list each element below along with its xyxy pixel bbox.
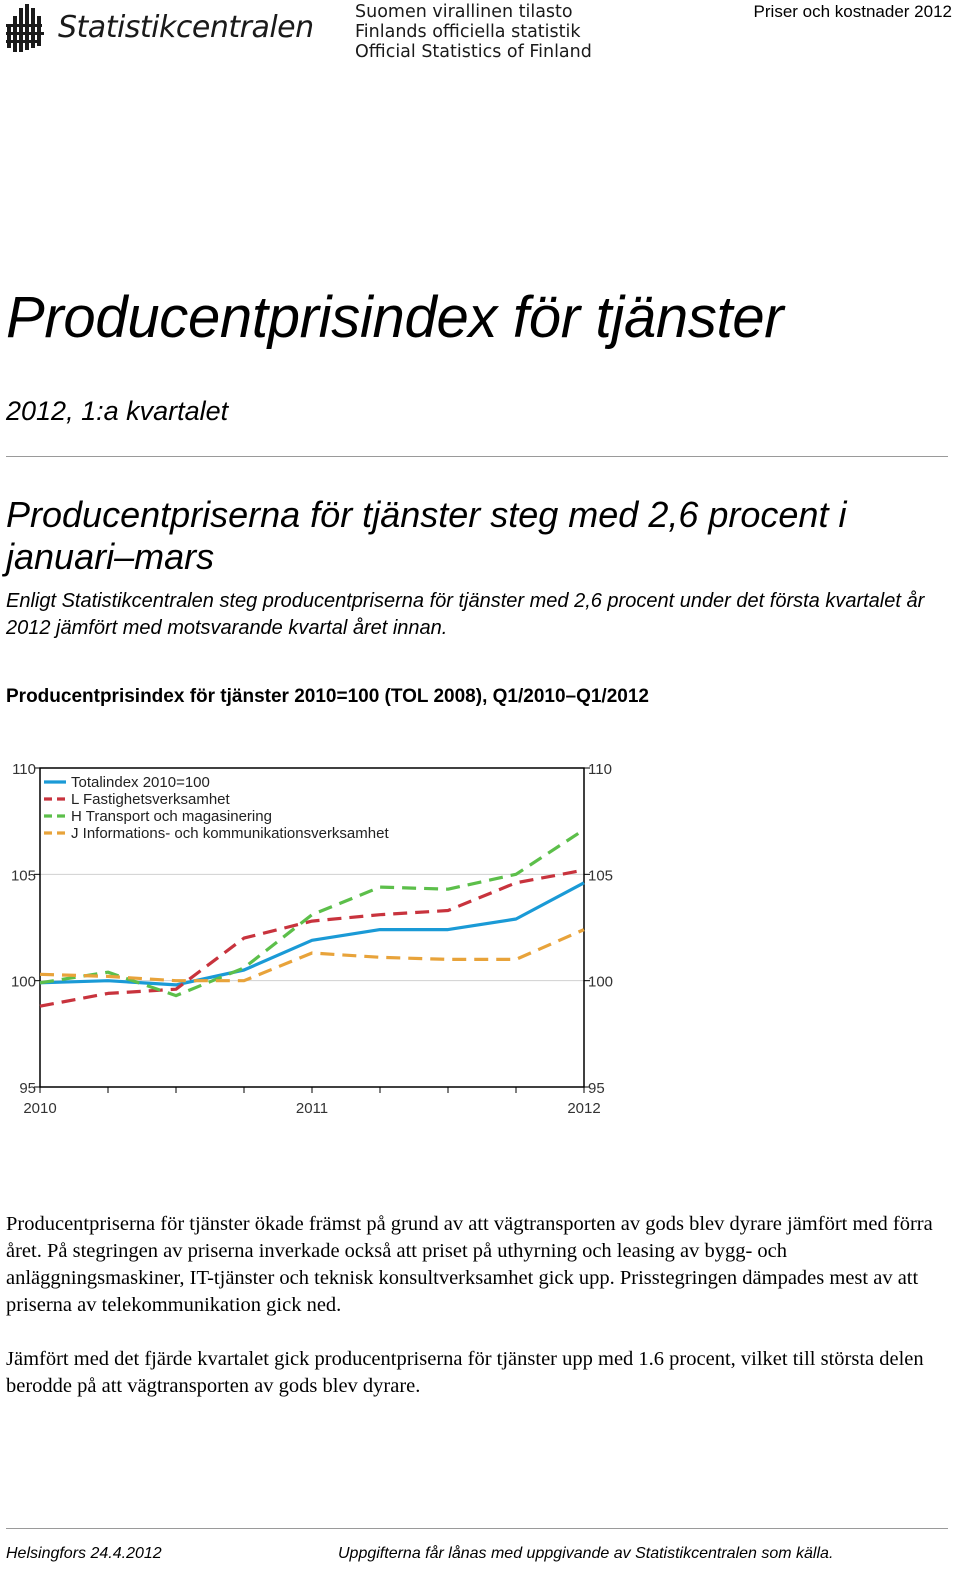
- official-statistics-label: Suomen virallinen tilasto Finlands offic…: [355, 2, 592, 62]
- chart-title: Producentprisindex för tjänster 2010=100…: [6, 686, 649, 707]
- logo-mark-icon: [6, 4, 44, 52]
- page-title: Producentprisindex för tjänster: [6, 285, 784, 350]
- legend-label-2: H Transport och magasinering: [71, 808, 272, 825]
- period-subtitle: 2012, 1:a kvartalet: [6, 396, 229, 426]
- x-tick-label-2010: 2010: [23, 1100, 56, 1117]
- y-tick-label-right: 100: [588, 974, 613, 991]
- y-tick-label-right: 105: [588, 867, 613, 884]
- legend-label-1: L Fastighetsverksamhet: [71, 791, 231, 808]
- headline: Producentpriserna för tjänster steg med …: [6, 494, 847, 577]
- y-tick-label-left: 105: [11, 867, 36, 884]
- y-tick-label-right: 110: [588, 761, 612, 778]
- x-tick-label-2011: 2011: [296, 1100, 328, 1117]
- legend-label-3: J Informations- och kommunikationsverksa…: [71, 825, 389, 842]
- body-paragraph-1: Producentpriserna för tjänster ökade frä…: [6, 1213, 933, 1316]
- series-line-1: [39, 868, 585, 1008]
- divider: [6, 456, 948, 457]
- y-tick-label-left: 95: [19, 1080, 36, 1097]
- x-tick-label-2012: 2012: [567, 1100, 600, 1117]
- y-tick-label-left: 110: [12, 761, 36, 778]
- series-line-0: [39, 881, 585, 987]
- series-label: Priser och kostnader 2012: [753, 2, 952, 21]
- footer-place-date: Helsingfors 24.4.2012: [6, 1545, 162, 1562]
- legend-label-0: Totalindex 2010=100: [71, 774, 210, 791]
- official-line-en: Official Statistics of Finland: [355, 42, 592, 62]
- footer-source-note: Uppgifterna får lånas med uppgivande av …: [338, 1545, 834, 1562]
- page-header: Statistikcentralen Suomen virallinen til…: [0, 0, 960, 70]
- logo-text: Statistikcentralen: [58, 10, 314, 45]
- lead-paragraph: Enligt Statistikcentralen steg producent…: [6, 590, 925, 639]
- body-paragraph-2: Jämfört med det fjärde kvartalet gick pr…: [6, 1348, 924, 1397]
- series-line-3: [39, 928, 585, 983]
- price-index-line-chart: 95 95 100 100 105 105 110 110 2010 2011 2012 Totali…: [11, 761, 613, 1117]
- footer-divider: [6, 1528, 948, 1529]
- statistics-finland-logo: Statistikcentralen: [6, 2, 314, 54]
- series-line-2: [39, 828, 585, 998]
- y-tick-label-right: 95: [588, 1080, 605, 1097]
- official-line-sv: Finlands officiella statistik: [355, 22, 581, 42]
- y-tick-label-left: 100: [11, 974, 36, 991]
- official-line-fi: Suomen virallinen tilasto: [355, 2, 573, 22]
